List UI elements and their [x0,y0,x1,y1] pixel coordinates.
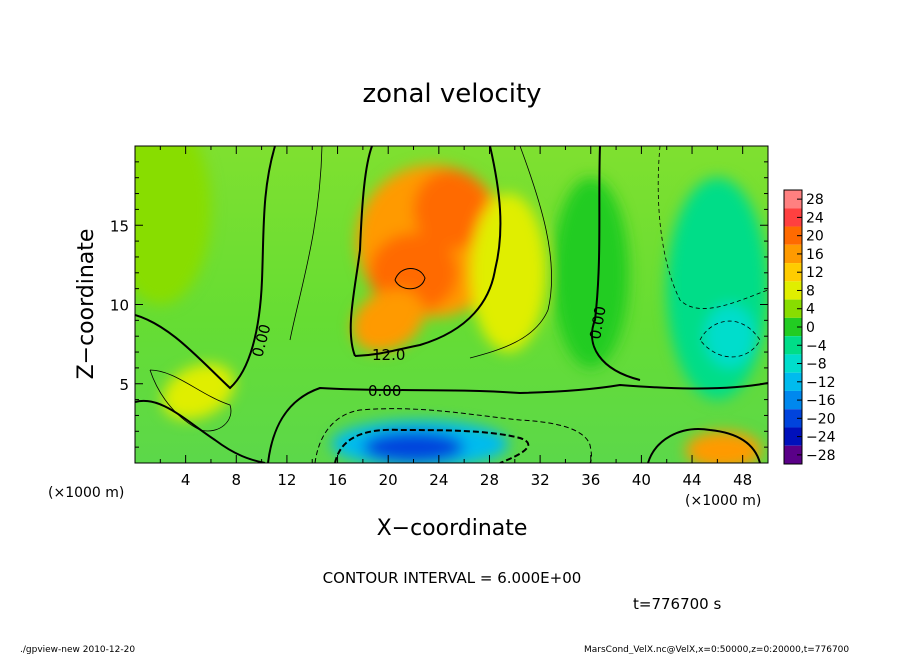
x-tick-label: 40 [632,471,651,489]
contour-interval-text: CONTOUR INTERVAL = 6.000E+00 [323,569,582,587]
colorbar-label: −12 [806,375,836,391]
x-tick-label: 16 [328,471,347,489]
colorbar-label: −8 [806,357,827,373]
colorbar-swatch [784,190,802,209]
contour-negative-bottom [314,408,592,463]
x-tick-label: 24 [429,471,448,489]
colorbar-label: −20 [806,411,836,427]
contour-thin-b [289,146,553,359]
field-blob [470,193,547,353]
field-blob [135,146,211,305]
colorbar-label: −4 [806,338,827,354]
x-tick-label: 48 [733,471,752,489]
y-tick-label: 5 [119,376,129,394]
colorbar-label: −16 [806,393,836,409]
field-blob [162,363,235,420]
contour-small-core [394,268,426,290]
x-tick-label: 44 [682,471,701,489]
field-blob [352,289,425,352]
x-unit-right: (×1000 m) [685,493,761,509]
colorbar-swatch [784,409,802,428]
time-label: t=776700 s [633,595,721,613]
x-unit-left: (×1000 m) [48,485,124,501]
contour-label: 0.00 [368,382,401,400]
colorbar-swatch [784,263,802,282]
x-tick-label: 32 [531,471,550,489]
x-tick-label: 28 [480,471,499,489]
colorbar-swatch [784,281,802,300]
y-tick-label: 15 [110,217,129,235]
colorbar-swatch [784,244,802,264]
contour-zero-left [135,399,266,463]
colorbar-swatch [784,354,802,373]
x-tick-label: 8 [232,471,242,489]
contour-blob-right [647,428,761,463]
colorbar-swatch [784,390,802,410]
field-blob [413,169,490,250]
contour-negative-inner [334,428,530,463]
footer-right: MarsCond_VelX.nc@VelX,x=0:50000,z=0:2000… [584,645,849,654]
colorbar-label: 24 [806,210,824,226]
contour-zero-upper [135,146,276,390]
x-axis: 4 8 12 16 20 24 28 32 36 40 44 48 [159,146,752,489]
colorbar-swatch [784,226,802,245]
contour-zero-mid [267,382,768,463]
colorbar-swatch [784,445,802,464]
colorbar-label: 12 [806,265,824,281]
field-blob [685,431,762,463]
colorbar-label: 8 [806,283,815,299]
contour-dashed-right [657,146,768,358]
colorbar-swatch [784,427,802,446]
contour-zero-right [591,146,641,381]
colorbar-label: 0 [806,320,815,336]
x-tick-label: 20 [379,471,398,489]
contour-lines [135,146,768,463]
colorbar-swatch [784,317,802,337]
y-axis-label: Z−coordinate [74,229,99,380]
colorbar: 28 24 20 16 12 8 4 0 −4 −8 −12 −16 −20 −24 −28 [783,189,836,465]
colorbar-label: −28 [806,448,836,464]
x-axis-label: X−coordinate [377,516,528,541]
field-blob [666,177,768,400]
field-blob [552,177,629,368]
colorbar-swatch [784,299,802,318]
contour-label: 0.00 [586,305,610,341]
x-tick-label: 12 [277,471,296,489]
x-tick-label: 36 [581,471,600,489]
contour-label: 12.0 [372,346,405,364]
field-blob [704,304,756,368]
x-tick-label: 4 [181,471,191,489]
plot-area: 0.00 0.00 12.0 0.00 [135,146,768,463]
chart-title: zonal velocity [362,79,541,109]
colorbar-label: 20 [806,229,824,245]
contour-twelve [349,146,502,357]
colorbar-swatch [784,372,802,391]
colorbar-swatch [784,208,802,227]
footer-left: ./gpview-new 2010-12-20 [20,645,135,654]
colorbar-label: −24 [806,430,836,446]
colorbar-label: 16 [806,247,824,263]
contour-thin-a [149,369,232,432]
y-tick-label: 10 [110,297,129,315]
colorbar-label: 4 [806,302,815,318]
colorbar-label: 28 [806,192,824,208]
y-axis: 5 10 15 [110,161,768,448]
colorbar-swatch [784,336,802,355]
field-blob [362,431,465,463]
